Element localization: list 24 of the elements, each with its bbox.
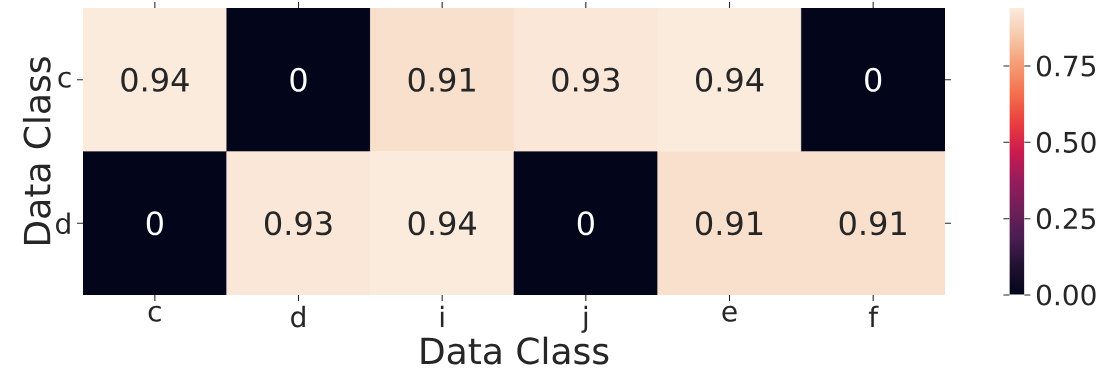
data-label: 0.91 — [839, 211, 906, 236]
x-axis-title: Data Class — [421, 336, 609, 365]
y-axis-title: Data Class — [22, 57, 51, 245]
color-bar-label: 0.50 — [1036, 131, 1096, 153]
x-tick-label: e — [722, 305, 737, 322]
data-label: 0.94 — [408, 211, 476, 236]
color-bar-label: 0.00 — [1036, 284, 1096, 306]
data-label: 0.91 — [696, 211, 763, 236]
data-label: 0 — [577, 211, 594, 236]
color-bar-label: 0.25 — [1036, 208, 1095, 230]
data-label: 0.94 — [121, 67, 189, 92]
color-bar-label: 0.75 — [1036, 55, 1095, 77]
x-tick-label: c — [148, 305, 161, 322]
data-label: 0 — [865, 67, 882, 92]
data-label: 0.94 — [696, 67, 764, 92]
data-label: 0.93 — [552, 67, 619, 92]
data-label: 0.93 — [265, 211, 332, 236]
x-tick-label: f — [868, 305, 879, 327]
x-tick-label: j — [581, 305, 588, 333]
x-tick-label: i — [440, 305, 444, 327]
data-label: 0 — [146, 211, 163, 236]
x-tick-label: d — [291, 305, 305, 328]
data-label: 0 — [290, 67, 307, 92]
data-label: 0.91 — [408, 67, 475, 92]
